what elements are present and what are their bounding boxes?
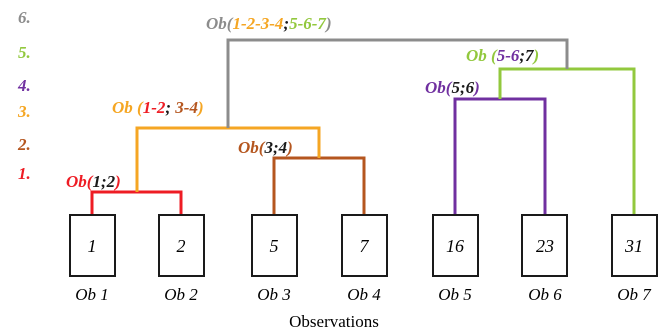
observation-label: Ob 6	[528, 285, 562, 304]
axis-title: Observations	[289, 312, 379, 331]
observation-label: Ob 7	[617, 285, 652, 304]
observation-box: 31	[611, 214, 658, 277]
link-cluster-5-6-7	[498, 67, 636, 215]
observation-box: 1	[69, 214, 116, 277]
observation-box: 2	[158, 214, 205, 277]
merge-label-segment: Ob(	[425, 78, 453, 97]
merge-label-segment: 3;4	[263, 138, 287, 157]
merge-label-segment: 5;6	[451, 78, 474, 97]
merge-label-segment: 1-2	[143, 98, 166, 117]
observation-box: 7	[341, 214, 388, 277]
observation-value: 7	[360, 236, 370, 256]
dendrogram-links	[90, 38, 636, 215]
merge-label-cluster-5-6-7: Ob (5-6;7)	[466, 46, 539, 65]
link-ob5-ob6	[453, 97, 547, 215]
observation-value: 2	[177, 236, 186, 256]
observation-labels: Ob 1 Ob 2 Ob 3 Ob 4 Ob 5 Ob 6 Ob 7	[75, 285, 652, 304]
merge-label-ob1-ob2: Ob(1;2)	[66, 172, 121, 191]
merge-labels: Ob(1;2) Ob(3;4) Ob (1-2; 3-4) Ob(5;6) Ob…	[66, 14, 539, 191]
observation-value: 23	[536, 236, 554, 256]
observation-value: 1	[88, 236, 97, 256]
level-label-3: 3.	[17, 102, 31, 121]
link-cluster-all	[226, 38, 569, 128]
merge-label-segment: )	[196, 98, 204, 117]
observation-label: Ob 1	[75, 285, 109, 304]
merge-label-segment: 1;2	[92, 172, 115, 191]
merge-label-cluster-all: Ob(1-2-3-4;5-6-7)	[206, 14, 332, 33]
merge-label-segment: )	[113, 172, 121, 191]
observation-label: Ob 3	[257, 285, 291, 304]
level-label-4: 4.	[17, 76, 31, 95]
merge-label-segment: 3-4	[174, 98, 198, 117]
merge-label-segment: )	[532, 46, 540, 65]
observation-boxes: 1 2 5 7 16 23 31	[69, 214, 658, 277]
observation-box: 23	[521, 214, 568, 277]
link-ob1-ob2	[90, 190, 183, 215]
level-labels: 6. 5. 4. 3. 2. 1.	[17, 8, 31, 183]
level-label-6: 6.	[18, 8, 31, 27]
merge-label-segment: )	[324, 14, 332, 33]
merge-label-segment: Ob(	[206, 14, 234, 33]
observation-value: 16	[446, 236, 464, 256]
merge-label-segment: ;	[165, 98, 175, 117]
level-label-2: 2.	[17, 135, 31, 154]
level-label-5: 5.	[18, 43, 31, 62]
observation-label: Ob 4	[347, 285, 381, 304]
observation-value: 5	[270, 236, 279, 256]
merge-label-segment: ;	[519, 46, 525, 65]
merge-label-segment: ;	[283, 14, 289, 33]
merge-label-ob5-ob6: Ob(5;6)	[425, 78, 480, 97]
merge-label-segment: )	[285, 138, 293, 157]
observation-label: Ob 5	[438, 285, 472, 304]
level-label-1: 1.	[18, 164, 31, 183]
merge-label-segment: Ob(	[66, 172, 94, 191]
merge-label-segment: 5-6-7	[289, 14, 327, 33]
merge-label-segment: Ob (	[112, 98, 144, 117]
merge-label-ob3-ob4: Ob(3;4)	[238, 138, 293, 157]
merge-label-segment: 1-2-3-4	[232, 14, 283, 33]
merge-label-segment: 5-6	[497, 46, 520, 65]
merge-label-cluster-1-2-3-4: Ob (1-2; 3-4)	[112, 98, 204, 117]
merge-label-segment: Ob(	[238, 138, 266, 157]
link-ob3-ob4	[272, 156, 366, 215]
observation-value: 31	[624, 236, 643, 256]
observation-box: 5	[251, 214, 298, 277]
merge-label-segment: )	[472, 78, 480, 97]
observation-box: 16	[432, 214, 479, 277]
merge-label-segment: 7	[525, 46, 535, 65]
observation-label: Ob 2	[164, 285, 198, 304]
merge-label-segment: Ob (	[466, 46, 498, 65]
